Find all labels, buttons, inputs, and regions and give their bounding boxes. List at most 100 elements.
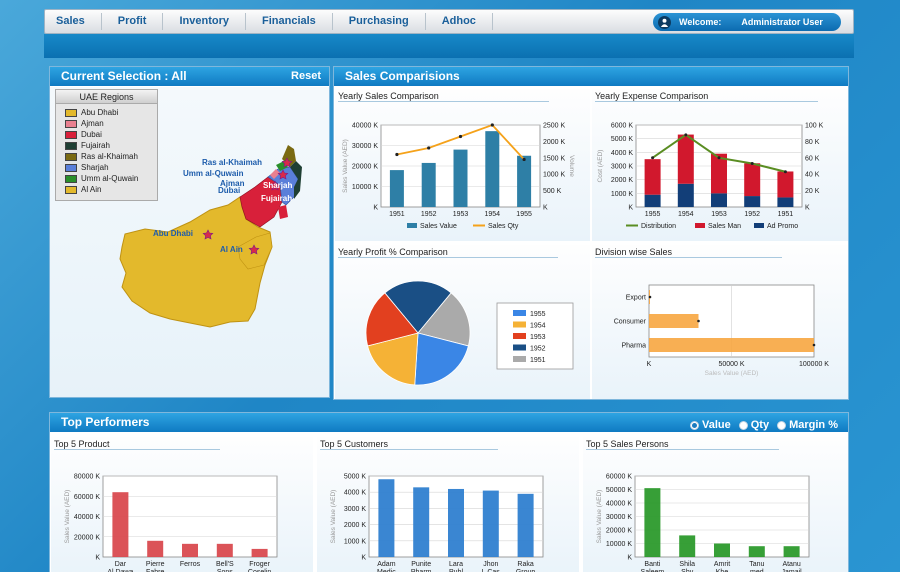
nav-purchasing[interactable]: Purchasing [333,13,426,30]
x-tick-label: Shy [681,569,694,572]
marker-ras [281,157,293,168]
sales-comparisons-panel: Sales Comparisions Yearly Sales Comparis… [333,66,849,400]
y2-tick-label: 1000 K [543,172,566,179]
x-tick-label: 1954 [485,211,501,218]
line-point [684,133,688,137]
map-area: UAE Regions Abu Dhabi Ajman Dubai Fujairah R… [50,87,329,397]
legend-row[interactable]: Abu Dhabi [56,107,157,118]
x-tick-label: Ferros [180,561,201,568]
radio-margin[interactable]: Margin % [777,416,838,435]
bar-segment [744,196,761,207]
y-tick-label: 1000 K [344,538,367,545]
dubai-region [239,176,283,228]
marker-ajman [269,180,281,191]
bar-segment [677,183,694,207]
city-label-sharjah: Sharjah [263,181,293,190]
nav-inventory[interactable]: Inventory [163,13,246,30]
panel-title: Sales Comparisions [345,69,460,83]
legend-row[interactable]: Ajman [56,118,157,129]
y2-tick-label: K [543,205,548,212]
panel-header: Sales Comparisions [334,67,848,86]
y-tick-label: 40000 K [74,514,100,521]
nav-adhoc[interactable]: Adhoc [426,13,493,30]
legend-swatch [513,344,526,351]
pie-slice [384,280,452,334]
y2-axis-label: Volume [568,155,575,177]
line-point [427,146,431,150]
yearly-expense-subpanel: Yearly Expense Comparison K 1000 K 2000 K 3… [592,89,848,241]
y-tick-label: Export [626,295,646,302]
legend-swatch [65,174,77,183]
y-tick-label: K [361,555,366,562]
legend-swatch [754,223,764,228]
y-tick-label: 6000 K [611,123,634,130]
x-tick-label: Froger [249,561,270,568]
x-tick-label: 1955 [516,211,532,218]
y-tick-label: 10000 K [352,184,378,191]
top-performers-panel: Top Performers Value Qty Margin % Top 5 … [49,412,849,572]
radio-qty[interactable]: Qty [738,416,769,435]
abu-dhabi-region [119,196,273,328]
reset-button[interactable]: Reset [291,70,321,82]
toolbar-strip [44,34,854,58]
bar [453,149,468,207]
radio-label: Margin % [789,419,838,431]
yearly-sales-chart: K 10000 K 20000 K 30000 K 40000 K K 500 K 1000 … [342,123,575,231]
legend-label: Distribution [641,223,676,230]
x-tick-label: Sons [217,569,233,572]
y2-tick-label: 2500 K [543,123,566,130]
legend-row[interactable]: Dubai [56,129,157,140]
bar-segment [677,134,694,184]
marker-alain [248,244,260,255]
x-tick-label: 1953 [711,211,727,218]
x-tick-label: Lara [449,561,463,568]
bar-segment [777,171,794,198]
legend-swatch [65,185,77,194]
legend-row[interactable]: Umm al-Quwain [56,173,157,184]
legend-row[interactable]: Sharjah [56,162,157,173]
legend-row[interactable]: Ras al-Khaimah [56,151,157,162]
line-point [458,134,463,139]
bar [517,155,532,207]
y2-tick-label: 20 K [805,188,820,195]
yearly-profit-chart: 1955 1954 1953 1952 1951 [365,280,574,386]
nav-financials[interactable]: Financials [246,13,333,30]
legend-swatch [65,130,77,139]
y-tick-label: 3000 K [344,506,367,513]
fujairah-region [290,161,302,199]
x-tick-label: Adam [377,561,395,568]
legend-swatch [695,223,705,228]
top-salespersons-chart: K 10000 K 20000 K 30000 K 40000 K 50000 K 6000… [596,474,810,572]
radio-value[interactable]: Value [690,416,731,435]
bar-segment [644,159,661,195]
y-tick-label: 2000 K [611,177,634,184]
legend-row[interactable]: Al Ain [56,184,157,195]
line-point [783,170,787,174]
pie-slice [365,292,419,347]
bar-segment [744,163,761,197]
line-point [395,152,399,157]
yearly-profit-subpanel: Yearly Profit % Comparison 1955 1954 1953 1… [335,245,590,399]
x-tick-label: 1953 [453,211,469,218]
nav-profit[interactable]: Profit [102,13,164,30]
nav-sales[interactable]: Sales [45,13,102,30]
bar [182,543,198,557]
city-label-alain: Al Ain [220,245,243,254]
legend-label: Abu Dhabi [81,108,119,117]
legend-row[interactable]: Fujairah [56,140,157,151]
bar [216,543,233,557]
city-label-ajman: Ajman [220,179,245,188]
x-tick-label: 1952 [744,211,760,218]
x-tick-label: Punite [411,561,431,568]
bar [147,540,164,557]
bar [748,546,765,557]
bar [448,488,464,557]
line-point [717,156,721,160]
yearly-profit-title: Yearly Profit % Comparison [338,247,558,258]
legend-label: Fujairah [81,141,110,150]
legend-swatch [407,223,417,228]
x-tick-label: Group [516,569,536,572]
dubai-enclave [278,205,288,219]
uae-map[interactable] [50,87,329,397]
city-label-umm: Umm al-Quwain [183,169,244,178]
